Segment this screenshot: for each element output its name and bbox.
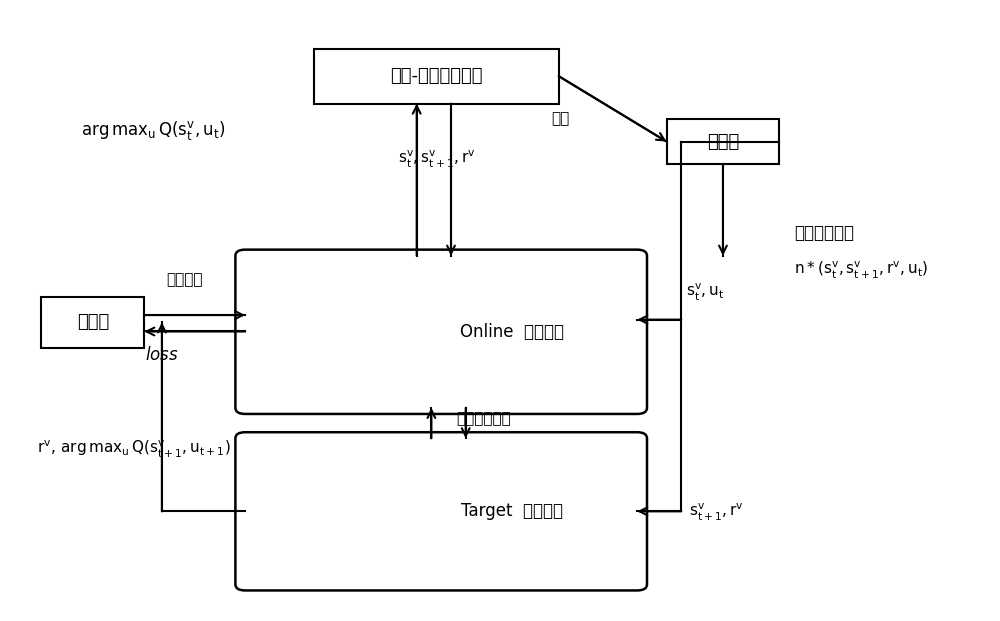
- FancyBboxPatch shape: [235, 432, 647, 591]
- Circle shape: [337, 283, 369, 302]
- Text: $r^v,\,\mathrm{arg\,max}_u\,Q(s_{t+1}^v, u_{t+1})$: $r^v,\,\mathrm{arg\,max}_u\,Q(s_{t+1}^v,…: [37, 438, 231, 460]
- Circle shape: [277, 283, 309, 302]
- Circle shape: [337, 361, 369, 381]
- Text: 定时更新参数: 定时更新参数: [456, 411, 511, 426]
- Circle shape: [277, 481, 309, 501]
- Circle shape: [397, 301, 429, 320]
- Circle shape: [337, 465, 369, 484]
- Circle shape: [277, 309, 309, 329]
- Circle shape: [337, 489, 369, 509]
- FancyBboxPatch shape: [41, 296, 144, 348]
- Text: 训练数据采样: 训练数据采样: [794, 224, 854, 242]
- Circle shape: [277, 361, 309, 381]
- Text: 存储: 存储: [552, 111, 570, 126]
- Text: 车流-交通状况信息: 车流-交通状况信息: [390, 67, 483, 85]
- Circle shape: [277, 335, 309, 355]
- FancyBboxPatch shape: [235, 250, 647, 414]
- Circle shape: [277, 502, 309, 521]
- Text: Target  价値网络: Target 价値网络: [461, 502, 563, 520]
- Circle shape: [337, 309, 369, 329]
- Text: 参数更新: 参数更新: [166, 273, 203, 288]
- Circle shape: [397, 502, 429, 521]
- Circle shape: [397, 344, 429, 363]
- Text: Online  价値网络: Online 价値网络: [460, 323, 564, 341]
- Text: $\mathit{loss}$: $\mathit{loss}$: [145, 346, 179, 364]
- Text: 经验池: 经验池: [707, 133, 739, 151]
- FancyBboxPatch shape: [667, 119, 779, 165]
- Circle shape: [337, 335, 369, 355]
- Circle shape: [277, 522, 309, 542]
- Circle shape: [397, 533, 429, 552]
- Circle shape: [277, 543, 309, 563]
- Text: $n*(s_t^v, s_{t+1}^v, r^v, u_t)$: $n*(s_t^v, s_{t+1}^v, r^v, u_t)$: [794, 260, 928, 281]
- Circle shape: [337, 514, 369, 533]
- Text: $s_{t+1}^v, r^v$: $s_{t+1}^v, r^v$: [689, 502, 744, 523]
- Text: $s_t^v, s_{t+1}^v, r^v$: $s_t^v, s_{t+1}^v, r^v$: [398, 149, 475, 170]
- Text: $s_t^v, u_t$: $s_t^v, u_t$: [686, 282, 725, 303]
- Circle shape: [277, 460, 309, 479]
- Text: $\mathrm{arg\,max}_u\,Q(s_t^v, u_t)$: $\mathrm{arg\,max}_u\,Q(s_t^v, u_t)$: [81, 119, 225, 142]
- FancyBboxPatch shape: [314, 49, 559, 104]
- Circle shape: [337, 539, 369, 558]
- Circle shape: [397, 471, 429, 490]
- Text: 优化器: 优化器: [77, 314, 109, 332]
